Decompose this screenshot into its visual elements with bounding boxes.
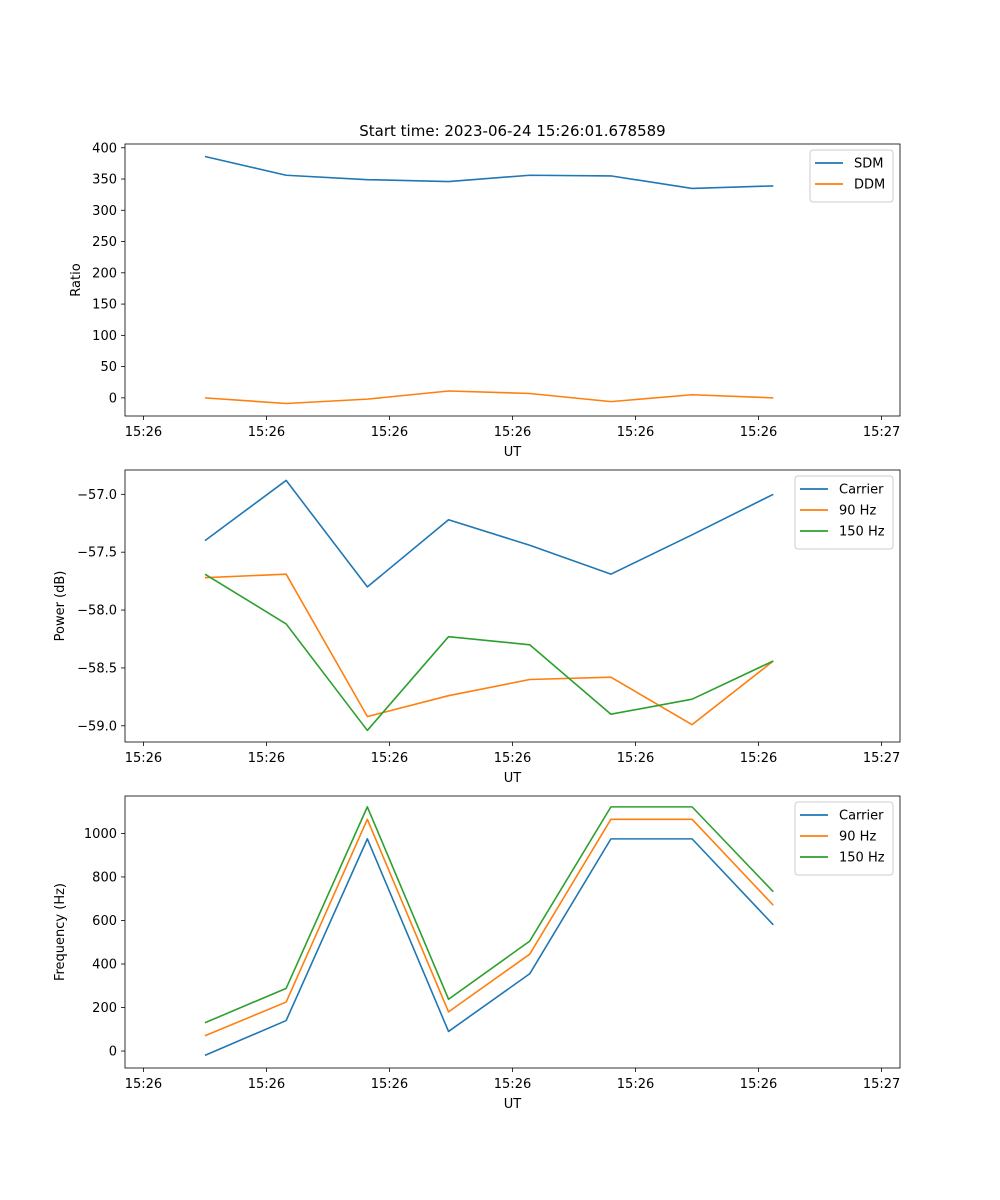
legend-label: Carrier <box>839 483 884 498</box>
x-tick-label: 15:26 <box>248 425 285 440</box>
x-tick-label: 15:26 <box>740 751 777 766</box>
y-tick-label: 150 <box>92 298 117 313</box>
x-tick-label: 15:26 <box>371 751 408 766</box>
x-tick-label: 15:26 <box>125 425 162 440</box>
y-tick-label: 400 <box>92 957 117 972</box>
x-tick-label: 15:26 <box>125 1077 162 1092</box>
series-line-150-hz <box>204 573 774 732</box>
series-line-sdm <box>204 155 774 190</box>
y-tick-label: 800 <box>92 870 117 885</box>
y-axis-label: Frequency (Hz) <box>53 883 68 981</box>
subplot-3: 0 200 400 600 800 1000 15:26 15:26 15:26 15:26 15:… <box>53 795 901 1112</box>
series-line-ddm <box>204 390 774 405</box>
legend-label: DDM <box>854 178 885 193</box>
x-tick-label: 15:26 <box>494 1077 531 1092</box>
x-tick-label: 15:26 <box>125 751 162 766</box>
plot-area <box>204 806 774 1057</box>
legend-label: 90 Hz <box>839 504 876 519</box>
legend-label: 150 Hz <box>839 851 885 866</box>
y-axis-label: Power (dB) <box>53 571 68 642</box>
x-tick-label: 15:26 <box>494 425 531 440</box>
legend: Carrier 90 Hz 150 Hz <box>794 475 894 550</box>
legend: Carrier 90 Hz 150 Hz <box>794 801 894 876</box>
x-tick-label: 15:26 <box>617 425 654 440</box>
x-axis-label: UT <box>504 1097 522 1112</box>
x-tick-label: 15:26 <box>494 751 531 766</box>
y-tick-label: 0 <box>109 391 117 406</box>
subplot-1: 0 50 100 150 200 250 300 350 400 15:26 15:26 15:26 1… <box>69 141 901 460</box>
plot-area <box>204 155 774 405</box>
y-tick-label: 1000 <box>84 827 117 842</box>
series-line-carrier <box>204 838 774 1057</box>
series-line-150-hz <box>204 806 774 1024</box>
series-line-90-hz <box>204 573 774 726</box>
y-tick-label: 600 <box>92 914 117 929</box>
y-tick-label: −59.0 <box>77 719 117 734</box>
x-tick-label: 15:27 <box>863 751 900 766</box>
y-tick-label: 250 <box>92 235 117 250</box>
x-tick-label: 15:26 <box>371 1077 408 1092</box>
plot-area <box>204 479 774 732</box>
y-tick-label: 100 <box>92 329 117 344</box>
x-tick-label: 15:27 <box>863 1077 900 1092</box>
y-tick-label: 400 <box>92 141 117 156</box>
y-tick-label: 200 <box>92 266 117 281</box>
figure-title: Start time: 2023-06-24 15:26:01.678589 <box>359 122 665 140</box>
y-tick-label: 300 <box>92 204 117 219</box>
y-tick-label: −57.5 <box>77 546 117 561</box>
x-axis-label: UT <box>504 771 522 786</box>
legend-label: 90 Hz <box>839 830 876 845</box>
series-line-carrier <box>204 479 774 588</box>
legend-label: Carrier <box>839 809 884 824</box>
subplots: 0 50 100 150 200 250 300 350 400 15:26 15:26 15:26 1… <box>53 141 901 1112</box>
x-tick-label: 15:27 <box>863 425 900 440</box>
y-tick-label: −58.5 <box>77 661 117 676</box>
y-tick-label: 350 <box>92 173 117 188</box>
legend-label: 150 Hz <box>839 525 885 540</box>
legend: SDM DDM <box>809 149 894 203</box>
series-line-90-hz <box>204 818 774 1037</box>
x-tick-label: 15:26 <box>248 1077 285 1092</box>
x-axis-label: UT <box>504 445 522 460</box>
y-tick-label: 50 <box>100 360 117 375</box>
x-tick-label: 15:26 <box>740 1077 777 1092</box>
x-tick-label: 15:26 <box>740 425 777 440</box>
x-tick-label: 15:26 <box>248 751 285 766</box>
y-tick-label: 200 <box>92 1001 117 1016</box>
x-tick-label: 15:26 <box>617 751 654 766</box>
x-tick-label: 15:26 <box>617 1077 654 1092</box>
y-axis-label: Ratio <box>69 263 84 296</box>
subplot-2: −57.0 −57.5 −58.0 −58.5 −59.0 15:26 15:26 15:26… <box>53 469 901 786</box>
x-tick-label: 15:26 <box>371 425 408 440</box>
y-tick-label: −57.0 <box>77 488 117 503</box>
y-tick-label: 0 <box>109 1045 117 1060</box>
legend-label: SDM <box>854 157 883 172</box>
y-tick-label: −58.0 <box>77 604 117 619</box>
